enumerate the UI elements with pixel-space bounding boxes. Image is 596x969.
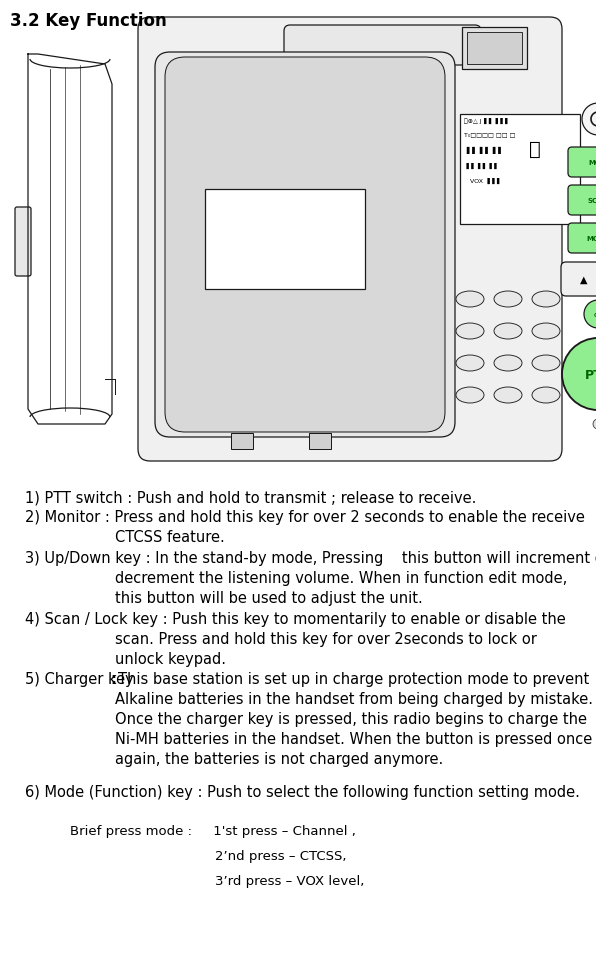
FancyBboxPatch shape (460, 115, 580, 225)
FancyBboxPatch shape (309, 433, 331, 450)
Ellipse shape (532, 292, 560, 308)
Text: 5) Charger key: 5) Charger key (25, 672, 134, 686)
FancyBboxPatch shape (284, 26, 481, 66)
Text: unlock keypad.: unlock keypad. (115, 651, 226, 667)
FancyBboxPatch shape (15, 207, 31, 277)
FancyBboxPatch shape (462, 28, 527, 70)
FancyBboxPatch shape (231, 433, 253, 450)
Text: scan. Press and hold this key for over 2seconds to lock or: scan. Press and hold this key for over 2… (115, 632, 537, 646)
Circle shape (562, 338, 596, 411)
FancyBboxPatch shape (138, 18, 562, 461)
Text: SCAN: SCAN (587, 198, 596, 203)
Text: This base station is set up in charge protection mode to prevent: This base station is set up in charge pr… (118, 672, 589, 686)
Ellipse shape (456, 356, 484, 372)
FancyBboxPatch shape (568, 224, 596, 254)
Text: ▐▐ ▐▐ ▐▐: ▐▐ ▐▐ ▐▐ (464, 163, 496, 169)
Text: T₀□□□□ □□ □: T₀□□□□ □□ □ (464, 132, 516, 137)
Text: 2’nd press – CTCSS,: 2’nd press – CTCSS, (215, 849, 346, 862)
Circle shape (584, 300, 596, 328)
Text: ▐▐ ▐▐ ▐▐: ▐▐ ▐▐ ▐▐ (464, 147, 501, 154)
FancyBboxPatch shape (467, 33, 522, 65)
Text: CG: CG (594, 312, 596, 317)
FancyBboxPatch shape (155, 53, 455, 438)
Text: 3.2 Key Function: 3.2 Key Function (10, 12, 167, 30)
Circle shape (582, 104, 596, 136)
Ellipse shape (532, 324, 560, 340)
Text: 1) PTT switch : Push and hold to transmit ; release to receive.: 1) PTT switch : Push and hold to transmi… (25, 489, 476, 505)
FancyBboxPatch shape (165, 58, 445, 432)
FancyBboxPatch shape (561, 263, 596, 297)
Text: 2) Monitor : Press and hold this key for over 2 seconds to enable the receive: 2) Monitor : Press and hold this key for… (25, 510, 585, 524)
FancyBboxPatch shape (205, 190, 365, 290)
Text: Alkaline batteries in the handset from being charged by mistake.: Alkaline batteries in the handset from b… (115, 691, 593, 706)
Ellipse shape (456, 388, 484, 403)
Text: PTT: PTT (585, 368, 596, 381)
Text: VOX ▐▐▐: VOX ▐▐▐ (464, 178, 499, 184)
Ellipse shape (456, 292, 484, 308)
Ellipse shape (456, 324, 484, 340)
Text: MON: MON (589, 160, 596, 166)
FancyBboxPatch shape (568, 148, 596, 178)
Text: ぢ⊕△ J▐▐ ▐▐▐: ぢ⊕△ J▐▐ ▐▐▐ (464, 118, 507, 124)
Text: decrement the listening volume. When in function edit mode,: decrement the listening volume. When in … (115, 571, 567, 585)
Text: 3) Up/Down key : In the stand-by mode, Pressing    this button will increment or: 3) Up/Down key : In the stand-by mode, P… (25, 550, 596, 566)
Ellipse shape (494, 324, 522, 340)
Text: ▲: ▲ (581, 275, 588, 285)
Text: Ni-MH batteries in the handset. When the button is pressed once: Ni-MH batteries in the handset. When the… (115, 732, 592, 746)
Ellipse shape (494, 356, 522, 372)
Ellipse shape (494, 388, 522, 403)
Ellipse shape (494, 292, 522, 308)
Text: 3’rd press – VOX level,: 3’rd press – VOX level, (215, 874, 364, 887)
Ellipse shape (532, 388, 560, 403)
Circle shape (593, 420, 596, 429)
Ellipse shape (532, 356, 560, 372)
Text: Brief press mode :     1'st press – Channel ,: Brief press mode : 1'st press – Channel … (70, 825, 356, 837)
Text: :: : (110, 672, 116, 686)
Text: 4) Scan / Lock key : Push this key to momentarily to enable or disable the: 4) Scan / Lock key : Push this key to mo… (25, 611, 566, 626)
Text: Once the charger key is pressed, this radio begins to charge the: Once the charger key is pressed, this ra… (115, 711, 587, 726)
FancyBboxPatch shape (568, 186, 596, 216)
Text: again, the batteries is not charged anymore.: again, the batteries is not charged anym… (115, 751, 443, 766)
Text: MODE: MODE (586, 235, 596, 241)
Text: 6) Mode (Function) key : Push to select the following function setting mode.: 6) Mode (Function) key : Push to select … (25, 784, 580, 799)
Text: this button will be used to adjust the unit.: this button will be used to adjust the u… (115, 590, 423, 606)
Text: 🚶: 🚶 (529, 140, 541, 159)
Text: CTCSS feature.: CTCSS feature. (115, 529, 225, 545)
